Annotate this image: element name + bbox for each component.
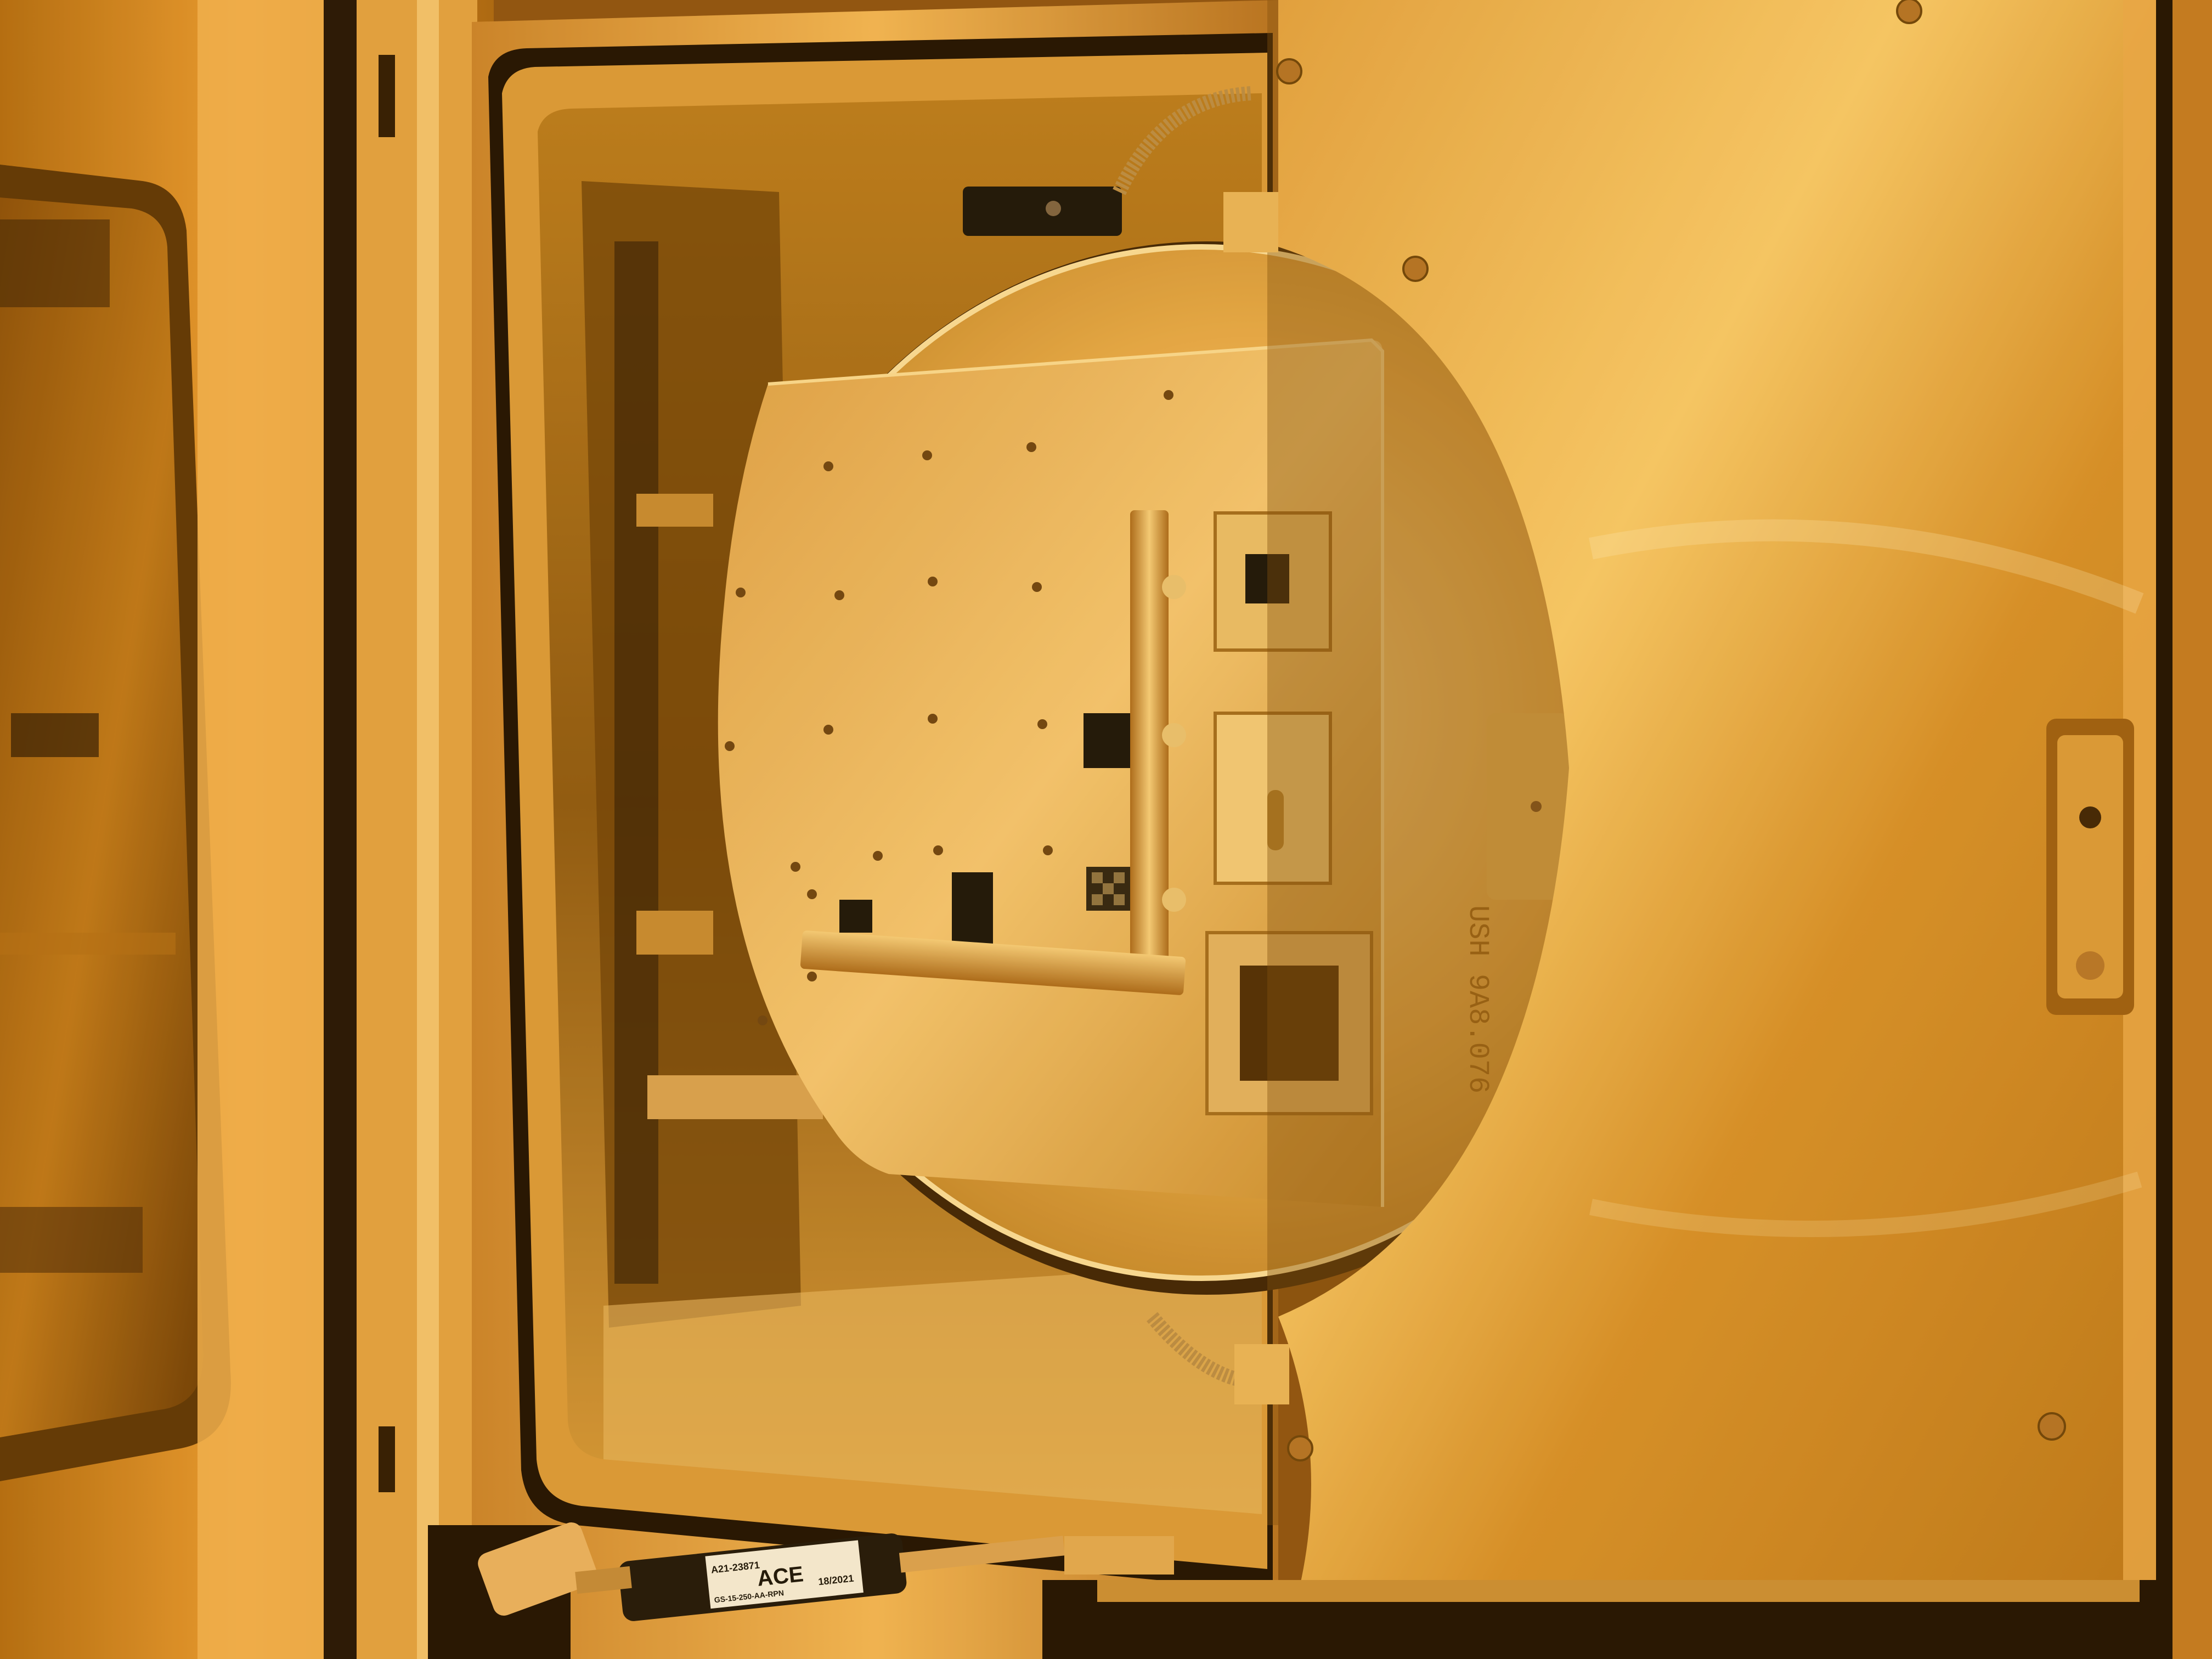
wafer-engraving: USH 9A8.076 xyxy=(1462,905,1494,1093)
sample-square-3 xyxy=(839,900,872,933)
door-handle[interactable] xyxy=(2046,719,2134,1015)
gas-spring-damper: ACE A21-23871 18/2021 GS-15-250-AA-RPN xyxy=(428,1522,2162,1659)
sample-plate xyxy=(718,338,1384,1207)
screw-icon xyxy=(1276,58,1302,84)
left-chamber-panel xyxy=(0,0,494,1659)
screw-icon xyxy=(1402,256,1429,282)
spring-hose-top xyxy=(1113,86,1251,195)
vertical-clamp-bar xyxy=(1130,510,1169,977)
screw-icon xyxy=(2038,1412,2066,1441)
damper-brand: ACE xyxy=(756,1562,805,1591)
door-screws xyxy=(1276,0,2066,1462)
sample-square-2 xyxy=(952,872,993,949)
damper-label xyxy=(705,1540,864,1609)
screw-icon xyxy=(1896,0,1922,24)
plate-holes xyxy=(725,390,1173,1025)
sample-square-1 xyxy=(1084,713,1133,768)
horizontal-clamp-bar xyxy=(800,930,1186,995)
door-handle-screw-icon xyxy=(2079,806,2101,828)
open-door-panel xyxy=(1223,0,2212,1659)
screw-icon xyxy=(1287,1435,1313,1462)
top-sensor-block xyxy=(963,187,1122,236)
